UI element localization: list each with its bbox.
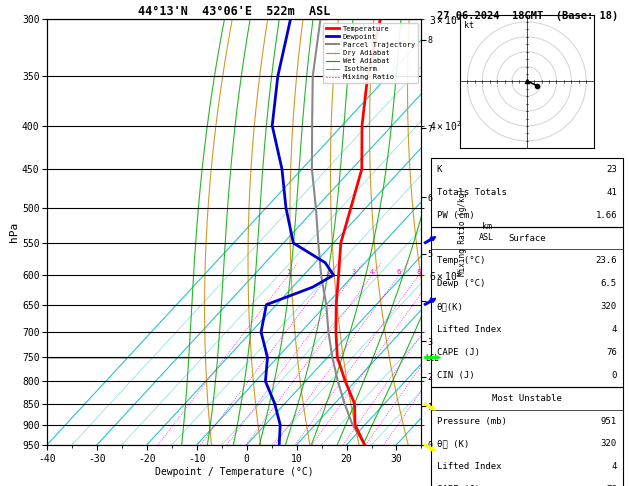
Text: PW (cm): PW (cm) <box>437 210 474 220</box>
Text: 6: 6 <box>397 269 401 275</box>
Text: Most Unstable: Most Unstable <box>492 394 562 403</box>
Text: kt: kt <box>464 21 474 30</box>
Text: 4: 4 <box>370 269 374 275</box>
Text: CIN (J): CIN (J) <box>437 371 474 380</box>
Text: Lifted Index: Lifted Index <box>437 462 501 471</box>
Text: 951: 951 <box>601 417 617 426</box>
Text: 320: 320 <box>601 302 617 311</box>
Text: Lifted Index: Lifted Index <box>437 325 501 334</box>
Text: 1.66: 1.66 <box>596 210 617 220</box>
Text: θᴄ(K): θᴄ(K) <box>437 302 464 311</box>
Text: Dewp (°C): Dewp (°C) <box>437 279 485 288</box>
Text: CAPE (J): CAPE (J) <box>437 348 480 357</box>
Text: K: K <box>437 165 442 174</box>
Text: Pressure (mb): Pressure (mb) <box>437 417 506 426</box>
Bar <box>431 387 623 486</box>
Bar <box>431 226 623 387</box>
Text: 76: 76 <box>606 485 617 486</box>
Text: 23.6: 23.6 <box>596 257 617 265</box>
Text: 27.06.2024  18GMT  (Base: 18): 27.06.2024 18GMT (Base: 18) <box>437 11 618 21</box>
Text: 41: 41 <box>606 188 617 197</box>
Legend: Temperature, Dewpoint, Parcel Trajectory, Dry Adiabat, Wet Adiabat, Isotherm, Mi: Temperature, Dewpoint, Parcel Trajectory… <box>323 23 418 83</box>
Text: 3: 3 <box>352 269 356 275</box>
Text: 76: 76 <box>606 348 617 357</box>
Text: LCL: LCL <box>426 354 440 363</box>
Text: θᴄ (K): θᴄ (K) <box>437 439 469 449</box>
Text: 2: 2 <box>326 269 331 275</box>
Text: 0: 0 <box>611 371 617 380</box>
Text: 6.5: 6.5 <box>601 279 617 288</box>
Text: 23: 23 <box>606 165 617 174</box>
Text: Totals Totals: Totals Totals <box>437 188 506 197</box>
Text: Temp (°C): Temp (°C) <box>437 257 485 265</box>
Text: 1: 1 <box>286 269 291 275</box>
Text: 320: 320 <box>601 439 617 449</box>
Text: Surface: Surface <box>508 234 545 243</box>
Text: CAPE (J): CAPE (J) <box>437 485 480 486</box>
Y-axis label: hPa: hPa <box>9 222 19 242</box>
Title: 44°13'N  43°06'E  522m  ASL: 44°13'N 43°06'E 522m ASL <box>138 5 330 18</box>
Bar <box>431 158 623 226</box>
Text: Mixing Ratio (g/kg): Mixing Ratio (g/kg) <box>458 188 467 276</box>
Text: 8: 8 <box>416 269 421 275</box>
Text: 4: 4 <box>611 325 617 334</box>
X-axis label: Dewpoint / Temperature (°C): Dewpoint / Temperature (°C) <box>155 467 314 477</box>
Y-axis label: km
ASL: km ASL <box>479 223 494 242</box>
Text: 4: 4 <box>611 462 617 471</box>
